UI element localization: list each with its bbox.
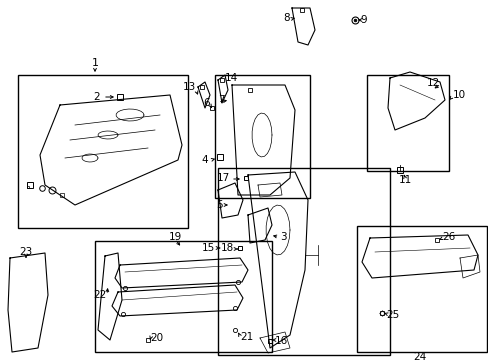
Text: 6: 6 — [203, 98, 209, 108]
Text: 9: 9 — [359, 15, 366, 25]
Text: 22: 22 — [93, 290, 106, 300]
Text: 18: 18 — [220, 243, 234, 253]
Text: 25: 25 — [385, 310, 398, 320]
Text: 10: 10 — [452, 90, 465, 100]
Text: 8: 8 — [283, 13, 289, 23]
Text: 5: 5 — [216, 200, 223, 210]
Text: 14: 14 — [224, 73, 238, 83]
Text: 26: 26 — [441, 232, 454, 242]
Bar — [215, 75, 309, 198]
Bar — [218, 168, 389, 355]
Text: 15: 15 — [202, 243, 215, 253]
Text: 7: 7 — [218, 95, 224, 105]
Text: 17: 17 — [216, 173, 229, 183]
Text: 12: 12 — [426, 78, 439, 88]
Text: 2: 2 — [93, 92, 100, 102]
Text: 24: 24 — [412, 352, 426, 360]
Text: 16: 16 — [274, 336, 287, 346]
Bar — [95, 241, 271, 352]
Bar — [18, 75, 187, 228]
Text: 11: 11 — [398, 175, 411, 185]
Text: 1: 1 — [91, 58, 98, 68]
Text: 19: 19 — [168, 232, 181, 242]
Text: 21: 21 — [240, 332, 253, 342]
Text: 3: 3 — [280, 232, 286, 242]
Text: 4: 4 — [201, 155, 207, 165]
Bar — [366, 75, 448, 171]
Text: 23: 23 — [20, 247, 33, 257]
Bar — [356, 226, 486, 352]
Text: 20: 20 — [150, 333, 163, 343]
Text: 13: 13 — [183, 82, 196, 92]
